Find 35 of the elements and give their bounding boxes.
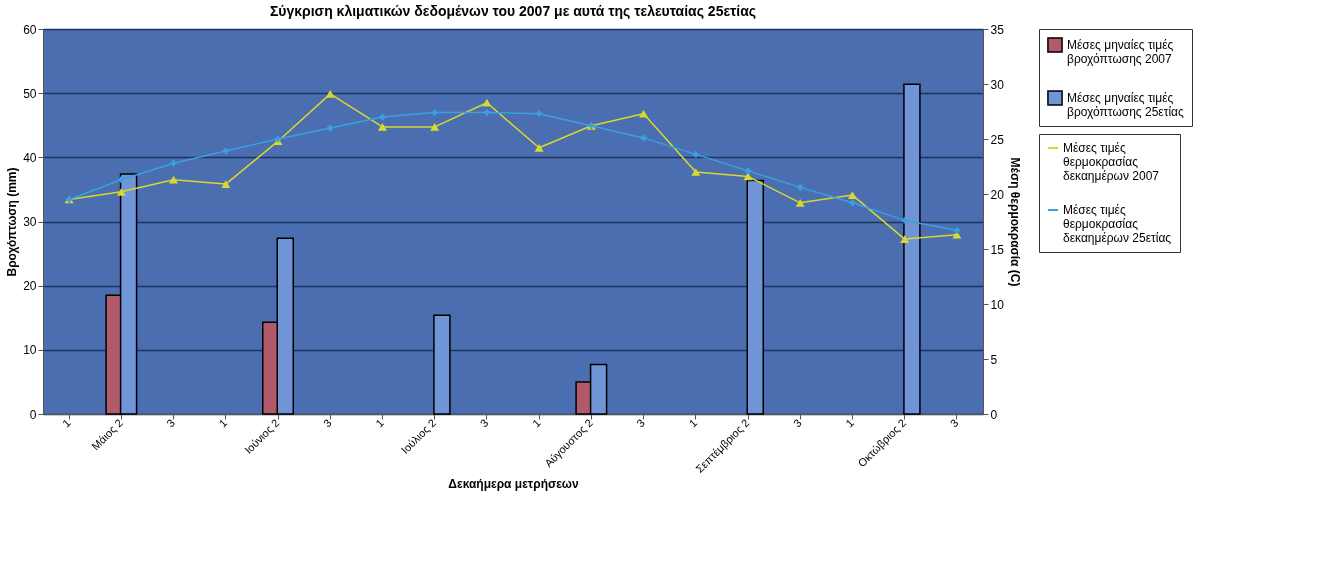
y-tick-label: 20 bbox=[23, 279, 37, 294]
legend-label: Μέσες τιμές θερμοκρασίας δεκαημέρων 2007 bbox=[1063, 141, 1160, 183]
y2-tick-label: 10 bbox=[990, 297, 1005, 312]
y2-tick-label: 30 bbox=[990, 77, 1005, 92]
legend-label: Μέσες μηναίες τιμές βροχόπτωσης 2007 bbox=[1067, 38, 1174, 66]
chart-title: Σύγκριση κλιματικών δεδομένων του 2007 με αυτά της τελευταίας 25ετίας bbox=[269, 3, 757, 19]
legend-label: Μέσες μηναίες τιμές βροχόπτωσης 25ετίας bbox=[1067, 91, 1185, 119]
y2-axis-title: Μέση θερμοκρασία (C) bbox=[1007, 157, 1022, 287]
y2-tick-label: 20 bbox=[990, 187, 1005, 202]
y-tick-label: 10 bbox=[23, 343, 37, 358]
y-tick-label: 30 bbox=[23, 215, 37, 229]
x-tick-label: 1 bbox=[373, 416, 386, 430]
y-axis-title: Βροχόπτωση (mm) bbox=[5, 167, 20, 277]
x-tick-label: 3 bbox=[164, 416, 178, 430]
x-tick-label: 1 bbox=[686, 416, 700, 430]
x-tick-label: 3 bbox=[320, 416, 334, 430]
y2-tick-label: 5 bbox=[990, 352, 998, 367]
y2-tick-label: 25 bbox=[990, 132, 1005, 147]
x-tick-label: 3 bbox=[947, 416, 961, 430]
x-tick-label: 3 bbox=[634, 416, 648, 430]
y-tick-label: 0 bbox=[29, 407, 37, 422]
y2-tick-label: 0 bbox=[990, 407, 998, 422]
y-tick-label: 50 bbox=[23, 86, 37, 101]
x-tick-label: 3 bbox=[790, 416, 804, 430]
x-axis-title: Δεκαήμερα μετρήσεων bbox=[448, 476, 579, 491]
y-tick-label: 40 bbox=[23, 150, 37, 165]
x-tick-label: 1 bbox=[216, 416, 230, 430]
x-tick-label: 1 bbox=[59, 416, 73, 430]
x-tick-label: 3 bbox=[477, 416, 491, 430]
legend-label: Μέσες τιμές θερμοκρασίας δεκαημέρων 25ετίας bbox=[1063, 203, 1172, 245]
y2-tick-label: 15 bbox=[990, 242, 1005, 257]
x-tick-label: 1 bbox=[529, 416, 543, 430]
x-tick-label: 1 bbox=[843, 416, 856, 430]
y2-tick-label: 35 bbox=[990, 22, 1005, 37]
y-tick-label: 60 bbox=[23, 22, 37, 37]
